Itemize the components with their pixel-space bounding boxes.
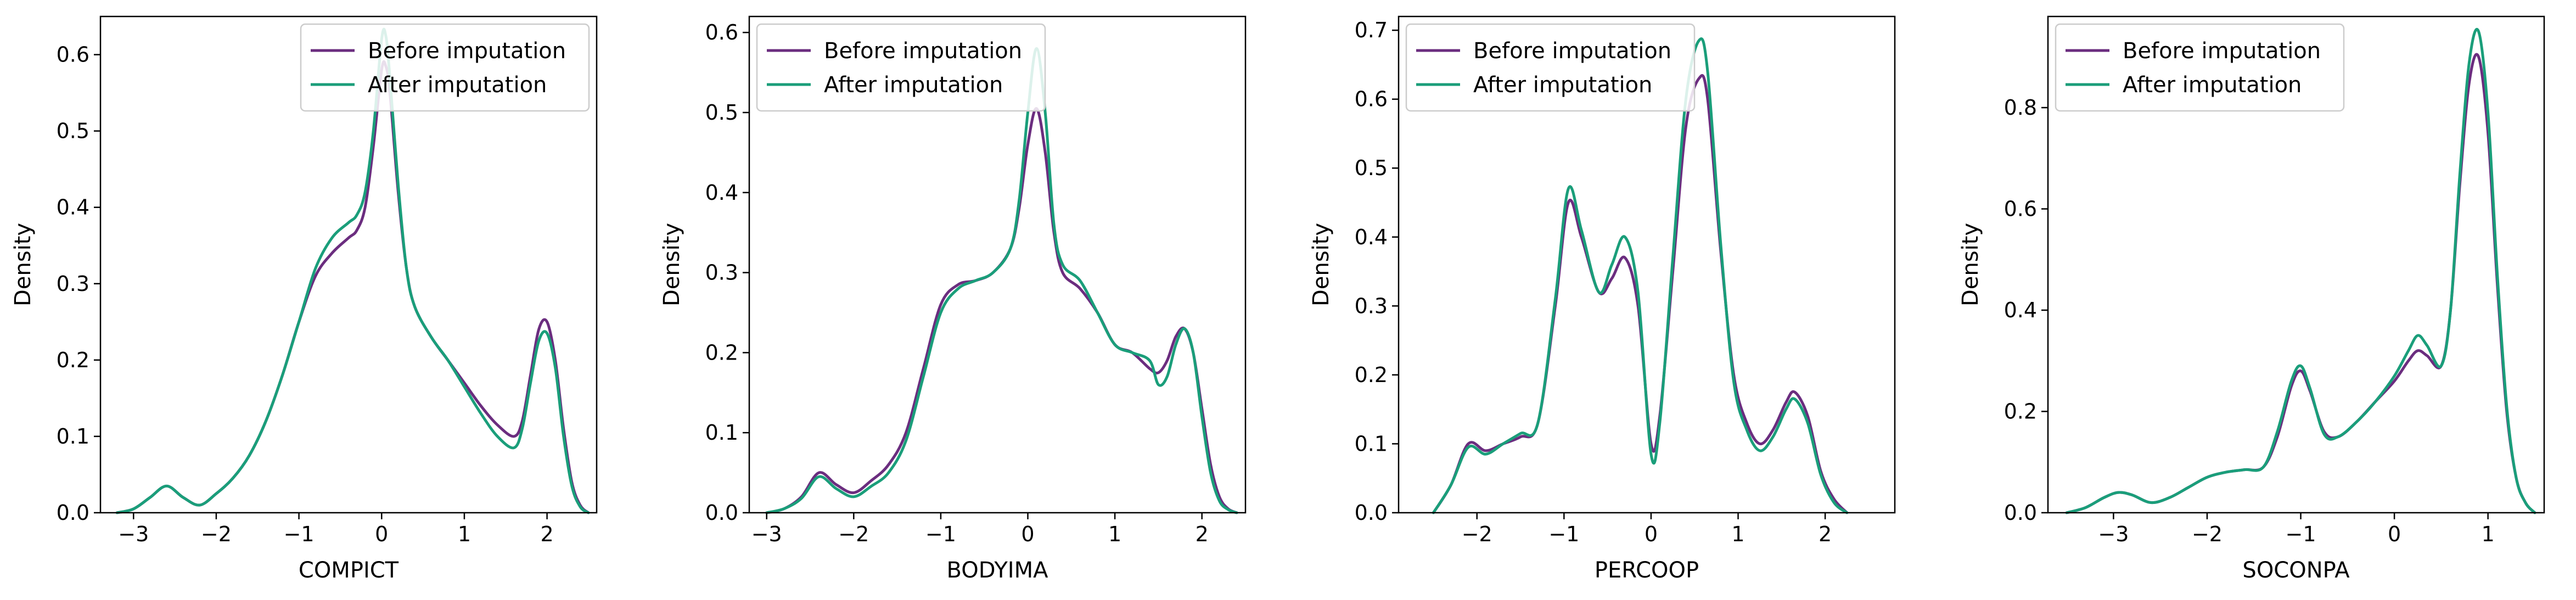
chart-panel-3: −2 −1 0 1 2 0.0 0.1 0.2 0.3 0.4 0.5 0.6 0.7 PERCOOP De… [1309,15,1896,583]
chart-panel-2: −3 −2 −1 0 1 2 0.0 0.1 0.2 0.3 0.4 0.5 0.6 BODYIMA Den… [659,15,1247,583]
y-tick-label: 0.5 [1355,156,1388,180]
legend: Before imputation After imputation [2055,23,2345,112]
y-tick-label: 0.0 [57,501,89,525]
y-tick-label: 0.5 [57,119,89,143]
x-tick-label: 0 [375,522,388,546]
x-tick-label: 1 [1731,522,1744,546]
y-tick-label: 0.2 [2004,400,2037,424]
y-tick-label: 0.6 [705,20,738,44]
y-tick-label: 0.6 [2004,197,2037,221]
legend: Before imputation After imputation [300,23,590,112]
chart-panel-1: −3 −2 −1 0 1 2 0.0 0.1 0.2 0.3 0.4 0.5 0.6 COMPICT Den… [10,15,598,583]
y-tick-label: 0.7 [1355,18,1388,42]
x-tick-label: 0 [2388,522,2401,546]
y-tick-label: 0.0 [2004,501,2037,525]
legend-label-before: Before imputation [2123,38,2321,64]
x-axis-label: COMPICT [299,558,399,583]
y-axis-label: Density [10,223,36,306]
y-tick-label: 0.2 [57,348,89,372]
x-axis-label: PERCOOP [1595,558,1699,583]
y-tick-label: 0.3 [1355,294,1388,318]
y-tick-label: 0.0 [705,501,738,525]
series-line-after [2065,27,2536,514]
x-tick-label: −2 [1462,522,1492,546]
x-tick-label: −1 [1548,522,1579,546]
y-axis-label: Density [1309,223,1334,306]
x-tick-label: 1 [1108,522,1121,546]
legend-label-after: After imputation [2123,72,2302,98]
y-tick-label: 0.1 [705,420,738,445]
panels: −3 −2 −1 0 1 2 0.0 0.1 0.2 0.3 0.4 0.5 0.6 COMPICT Den… [10,15,2545,583]
legend-label-after: After imputation [1473,72,1652,98]
legend-label-before: Before imputation [1473,38,1671,64]
legend-box [756,23,1046,112]
legend-label-before: Before imputation [368,38,566,64]
x-tick-label: −1 [284,522,315,546]
axes-frame [748,15,1247,514]
y-tick-label: 0.4 [2004,298,2037,322]
y-tick-label: 0.1 [57,424,89,448]
legend-box [1405,23,1696,112]
x-tick-label: −2 [2192,522,2223,546]
legend-box [2055,23,2345,112]
y-tick-label: 0.0 [1355,501,1388,525]
x-tick-label: 2 [1196,522,1209,546]
x-tick-label: 0 [1645,522,1658,546]
legend: Before imputation After imputation [756,23,1046,112]
legend-label-after: After imputation [368,72,547,98]
x-tick-label: 2 [541,522,554,546]
y-axis-label: Density [659,223,684,306]
y-tick-label: 0.5 [705,100,738,125]
x-tick-label: −1 [925,522,956,546]
y-tick-label: 0.2 [1355,363,1388,387]
legend-label-before: Before imputation [824,38,1022,64]
x-tick-label: 1 [2482,522,2495,546]
x-axis-label: BODYIMA [947,558,1049,583]
y-axis-label: Density [1958,223,1983,306]
y-tick-label: 0.8 [2004,96,2037,120]
y-tick-label: 0.6 [1355,87,1388,111]
y-tick-label: 0.3 [705,261,738,285]
legend-label-after: After imputation [824,72,1003,98]
x-tick-label: 1 [458,522,471,546]
x-tick-label: 2 [1819,522,1832,546]
x-axis-label: SOCONPA [2242,558,2350,583]
series-line-after [1432,37,1849,514]
x-tick-label: −2 [838,522,869,546]
y-tick-label: 0.1 [1355,431,1388,456]
y-tick-label: 0.6 [57,43,89,67]
axes-frame [99,15,598,514]
y-tick-label: 0.4 [57,195,89,220]
x-tick-label: −1 [2286,522,2316,546]
y-tick-label: 0.3 [57,272,89,296]
x-tick-label: −3 [751,522,782,546]
x-tick-label: 0 [1021,522,1034,546]
legend: Before imputation After imputation [1405,23,1696,112]
chart-panel-4: −3 −2 −1 0 1 0.0 0.2 0.4 0.6 0.8 SOCONPA Density Bef… [1958,15,2545,583]
x-tick-label: −3 [2098,522,2129,546]
axes-frame [2047,15,2545,514]
y-tick-label: 0.4 [705,181,738,205]
y-tick-label: 0.4 [1355,225,1388,249]
x-tick-label: −3 [118,522,149,546]
legend-box [300,23,590,112]
x-tick-label: −2 [201,522,232,546]
y-tick-label: 0.2 [705,340,738,365]
axes-frame [1398,15,1896,514]
